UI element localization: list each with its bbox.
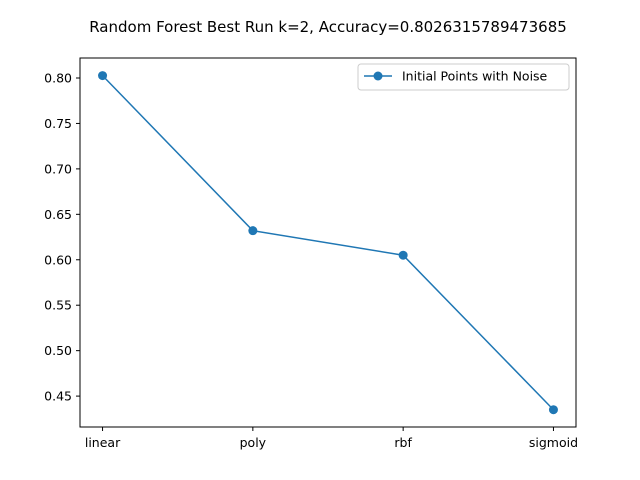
chart-title: Random Forest Best Run k=2, Accuracy=0.8… (89, 18, 567, 36)
y-tick-label: 0.65 (44, 207, 72, 222)
x-axis: linear poly rbf sigmoid (85, 427, 578, 450)
data-point (248, 226, 258, 236)
x-tick-label: poly (240, 435, 267, 450)
legend-label: Initial Points with Noise (402, 69, 548, 84)
y-tick-label: 0.55 (44, 298, 72, 313)
legend-marker-swatch (373, 71, 383, 81)
y-axis: 0.45 0.50 0.55 0.60 0.65 0.70 0.75 0.80 (44, 70, 80, 404)
series-line (102, 75, 554, 411)
x-tick-label: sigmoid (529, 435, 578, 450)
x-tick-label: rbf (394, 435, 412, 450)
legend-frame (357, 63, 570, 91)
y-tick-label: 0.60 (44, 252, 72, 267)
data-point (398, 250, 408, 260)
data-point (548, 405, 558, 415)
y-tick-label: 0.45 (44, 389, 72, 404)
x-tick-label: linear (85, 435, 121, 450)
series-layer (98, 71, 558, 415)
y-tick-label: 0.80 (44, 70, 72, 85)
y-tick-label: 0.50 (44, 343, 72, 358)
legend: Initial Points with Noise (357, 63, 570, 91)
plot-area (79, 57, 577, 428)
y-tick-label: 0.75 (44, 116, 72, 131)
y-tick-label: 0.70 (44, 161, 72, 176)
plot-frame (79, 57, 577, 428)
data-point (98, 71, 108, 81)
